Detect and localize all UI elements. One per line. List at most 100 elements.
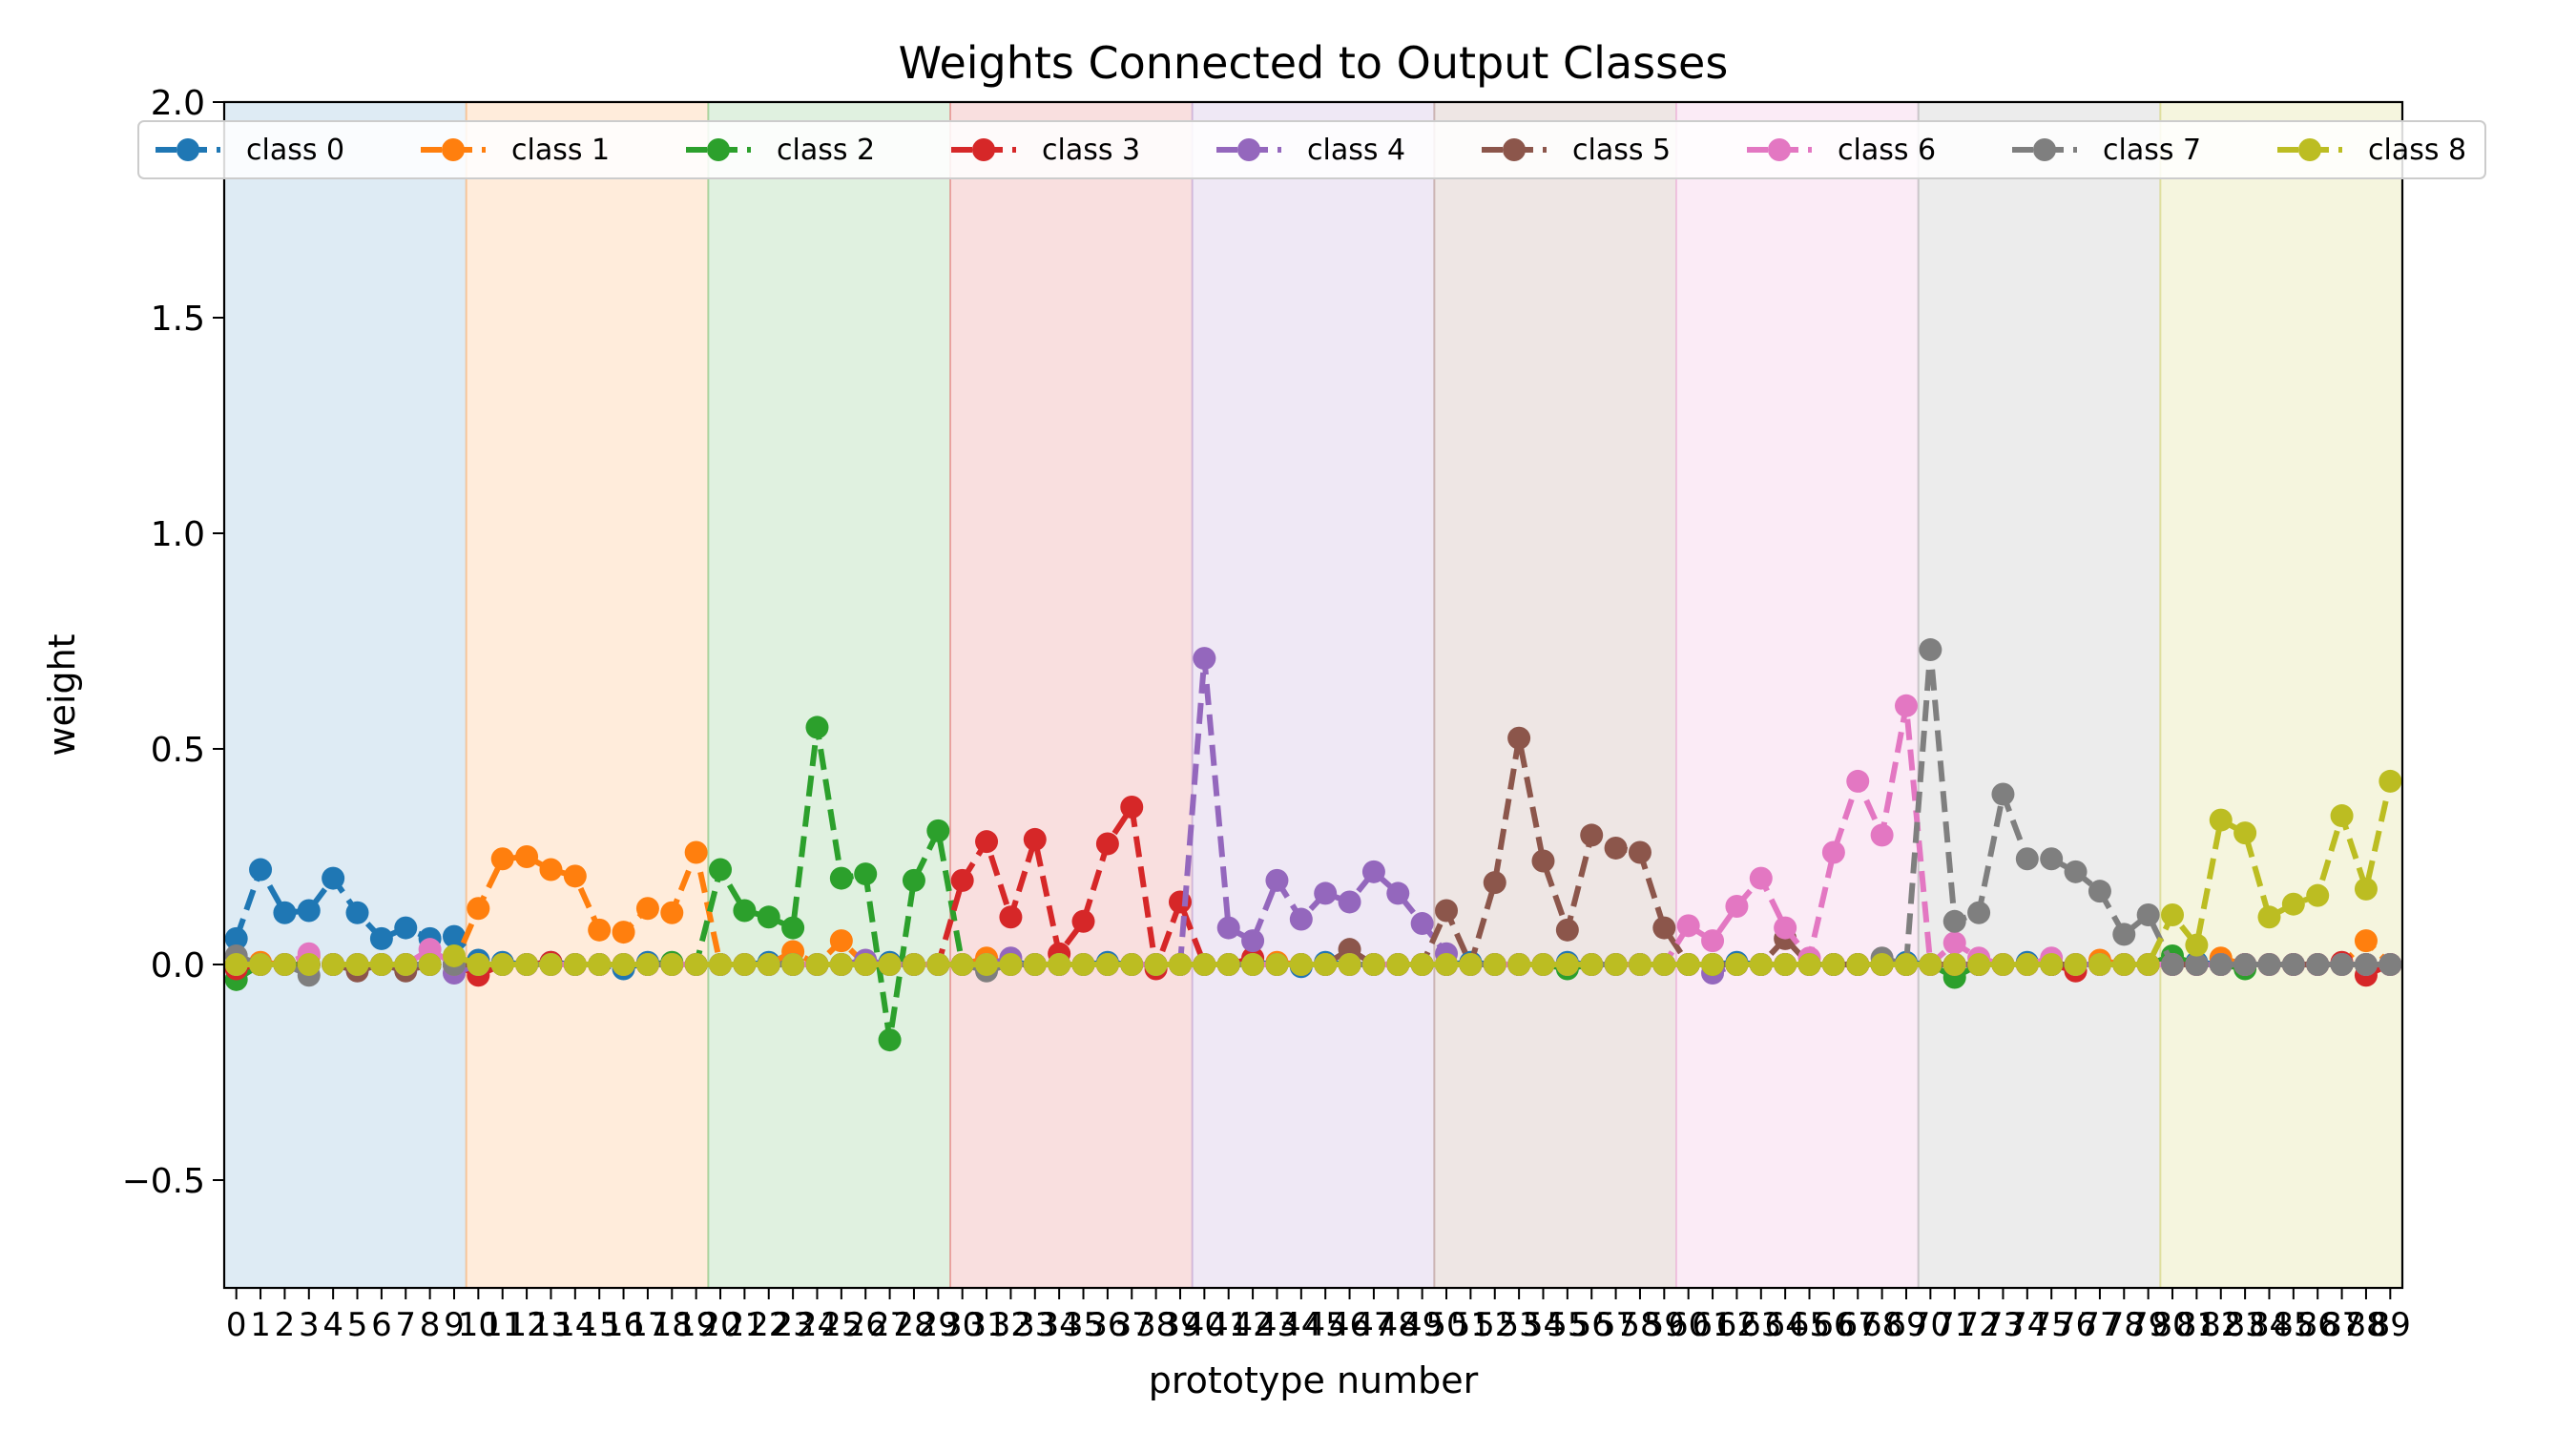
data-point [442,944,466,967]
x-tick-label: 4 [322,1306,343,1344]
x-tick-label: 35 [1063,1306,1104,1344]
data-point [829,953,853,976]
legend-label: class 6 [1838,134,1936,167]
x-tick-label: 10 [458,1306,499,1344]
data-point [854,862,878,886]
data-point [1652,916,1676,940]
x-tick-label: 13 [530,1306,571,1344]
data-point [588,918,612,942]
data-point [490,953,514,976]
data-point [1604,953,1628,976]
y-axis-label: weight [41,633,83,756]
data-point [1942,931,1966,955]
x-tick-label: 58 [1619,1306,1660,1344]
data-point [1774,916,1797,940]
x-tick-label: 32 [990,1306,1031,1344]
data-point [902,868,925,892]
data-point [1459,953,1483,976]
data-point [273,953,297,976]
data-point [2112,953,2136,976]
x-tick-label: 79 [2128,1306,2169,1344]
x-tick-label: 75 [2031,1306,2072,1344]
data-point [1894,953,1918,976]
data-point [1507,726,1531,750]
data-point [273,901,297,924]
data-point [1749,953,1773,976]
x-tick-label: 5 [347,1306,368,1344]
data-point [805,953,829,976]
data-point [1120,953,1144,976]
data-point [515,953,539,976]
legend-marker [442,138,465,161]
data-point [1361,860,1385,883]
class-band-5 [1434,102,1676,1288]
legend-entry: class 5 [1482,134,1671,167]
data-point [660,901,684,924]
x-tick-label: 20 [699,1306,740,1344]
data-point [1580,823,1604,847]
data-point [757,905,780,929]
x-tick-label: 69 [1885,1306,1926,1344]
data-point [1410,953,1434,976]
data-point [1435,953,1459,976]
data-point [2185,933,2209,957]
data-point [829,929,853,953]
data-point [1701,953,1725,976]
data-point [1991,782,2015,806]
y-tick-label: 0.0 [151,946,205,985]
data-point [733,953,757,976]
x-tick-label: 42 [1232,1306,1273,1344]
legend-marker [2033,138,2056,161]
data-point [2306,883,2330,907]
x-tick-label: 6 [371,1306,392,1344]
legend-marker [972,138,995,161]
x-tick-label: 49 [1402,1306,1443,1344]
data-point [1894,694,1918,717]
data-point [2088,953,2111,976]
data-point [781,953,805,976]
data-point [926,953,950,976]
data-point [878,953,902,976]
x-tick-label: 0 [226,1306,247,1344]
x-axis: 0 1 2 3 4 5 6 7 8 9101112131415161718192021222324… [226,1288,2411,1344]
x-tick-label: 36 [1087,1306,1128,1344]
x-tick-label: 55 [1547,1306,1588,1344]
data-point [975,953,999,976]
legend-entry: class 4 [1216,134,1405,167]
data-point [1919,638,1942,662]
class-band-6 [1676,102,1919,1288]
data-point [781,916,805,940]
series-line [236,655,2391,977]
data-point [2257,953,2281,976]
x-tick-label: 65 [1789,1306,1830,1344]
x-tick-label: 61 [1692,1306,1733,1344]
x-tick-label: 9 [444,1306,465,1344]
y-axis: −0.5 0.0 0.5 1.0 1.5 2.0 [122,84,224,1201]
x-tick-label: 47 [1353,1306,1394,1344]
data-point [1628,840,1652,864]
x-tick-label: 86 [2297,1306,2338,1344]
data-point [1942,909,1966,933]
x-tick-label: 62 [1716,1306,1757,1344]
x-tick-label: 56 [1571,1306,1612,1344]
x-tick-label: 66 [1813,1306,1854,1344]
legend-entry: class 7 [2012,134,2201,167]
data-point [369,926,393,950]
x-tick-label: 82 [2200,1306,2241,1344]
data-point [1435,899,1459,923]
x-tick-label: 46 [1329,1306,1370,1344]
axes-frame [222,100,2404,1290]
data-point [1120,796,1144,819]
x-tick-label: 21 [724,1306,765,1344]
data-point [490,847,514,871]
data-point [2112,923,2136,946]
data-point [2233,821,2257,845]
data-point [1265,868,1289,892]
data-point [249,953,273,976]
data-point [322,953,345,976]
x-tick-label: 60 [1668,1306,1709,1344]
x-tick-label: 87 [2321,1306,2362,1344]
legend-marker [1768,138,1791,161]
data-point [249,858,273,881]
